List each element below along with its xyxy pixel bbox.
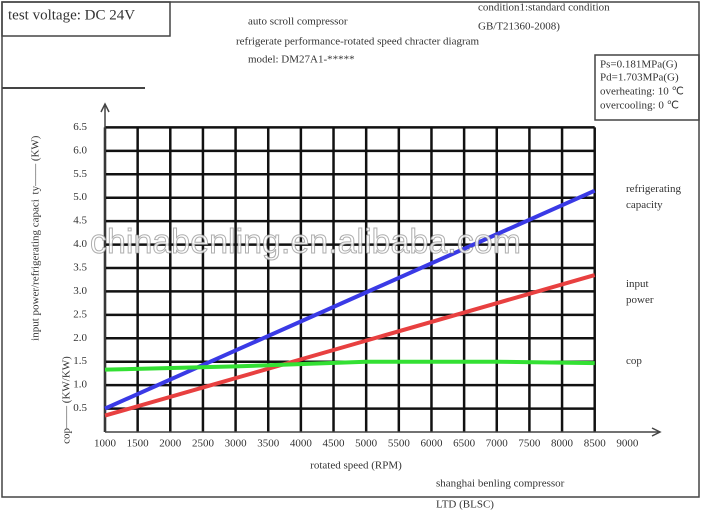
condition: overcooling: 0 ℃ [600,100,679,112]
condition: condition1:standard condition [478,2,610,14]
condition: Pd=1.703MPa(G) [600,72,679,84]
x-tick-label: 4500 [323,438,346,450]
y-tick-label: 4.5 [73,215,87,227]
x-tick-label: 6500 [453,438,476,450]
x-tick-label: 3000 [225,438,248,450]
y-tick-label: 3.0 [73,285,87,297]
series-line [104,188,596,411]
x-tick-label: 8500 [584,438,607,450]
title: model: DM27A1-***** [248,54,355,66]
x-tick-label: 9000 [616,438,639,450]
x-tick-label: 5500 [388,438,411,450]
x-tick-label: 6000 [420,438,443,450]
x-tick-label: 1000 [94,438,117,450]
title: refrigerate performance-rotated speed ch… [236,36,480,48]
y-tick-label: 3.5 [73,262,87,274]
y-tick-label: 4.0 [73,238,87,250]
series-label: input power [626,278,654,306]
watermark: chinabenling.en.alibaba.com [90,223,522,262]
condition: overheating: 10 ℃ [600,86,684,98]
x-tick-label: 2500 [192,438,215,450]
footer: LTD (BLSC) [436,499,494,511]
series-line [104,359,595,372]
x-tick-label: 7000 [486,438,509,450]
x-tick-label: 2000 [159,438,182,450]
y-label: ty—— (KW) [30,135,42,194]
series-label: cop [626,355,642,367]
x-label: rotated speed (RPM) [310,460,402,472]
x-tick-label: 7500 [518,438,541,450]
title: auto scroll compressor [248,16,348,28]
y-tick-label: 1.5 [73,355,87,367]
y-axis-arrow [100,102,110,113]
x-tick-label: 3500 [257,438,280,450]
condition-box [594,54,700,121]
y-tick-label: 6.0 [73,144,87,156]
x-tick-label: 4000 [290,438,313,450]
voltage-box [1,1,171,37]
x-tick-label: 5000 [355,438,378,450]
footer: shanghai benling compressor [436,478,565,490]
condition: GB/T21360-2008) [478,21,560,33]
y-tick-label: 6.5 [73,121,87,133]
x-tick-label: 8000 [551,438,574,450]
x-tick-label: 1500 [127,438,150,450]
y-tick-label: 5.5 [73,168,87,180]
condition: Ps=0.181MPa(G) [600,59,678,71]
y-tick-label: 2.0 [73,332,87,344]
y2-label: cop—— (KW/KW) [61,356,73,444]
frame [1,1,700,498]
voltage: test voltage: DC 24V [8,7,135,23]
y-tick-label: 2.5 [73,308,87,320]
series-line [104,273,596,418]
y-label: input power/refrigerating capaci [30,199,42,341]
y-tick-label: 0.5 [73,402,87,414]
y-tick-label: 1.0 [73,379,87,391]
x-axis-arrow [651,427,662,437]
y-tick-label: 5.0 [73,191,87,203]
series-label: refrigerating capacity [626,183,681,211]
